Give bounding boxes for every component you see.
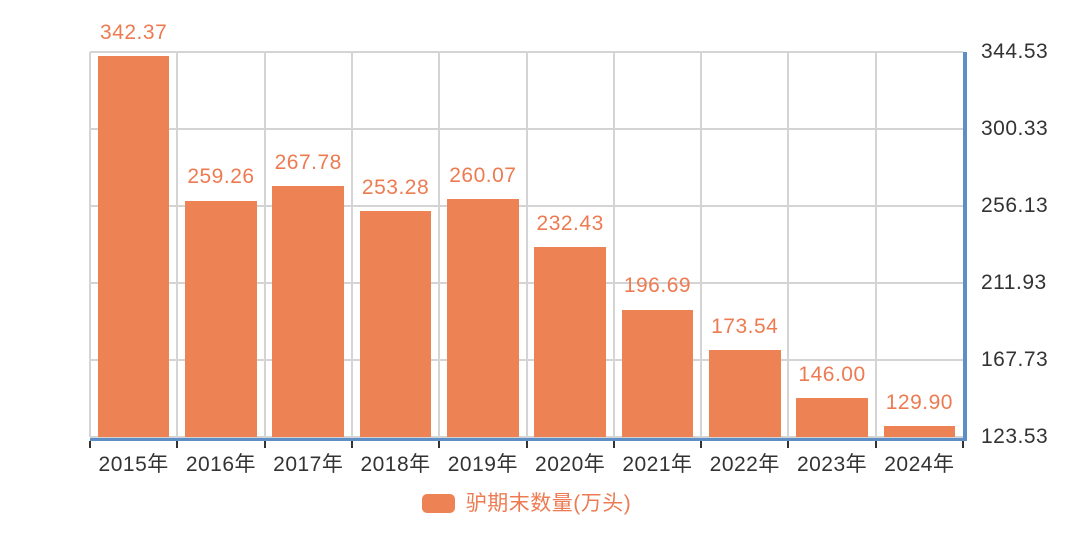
plot-area: 342.37 259.26 267.78 253.28 260.07 232.43 196.… <box>89 21 967 441</box>
v-gridline <box>350 52 353 437</box>
value-label-2022年: 173.54 <box>711 314 779 338</box>
h-gridline <box>90 436 963 438</box>
value-label-2015年: 342.37 <box>100 20 168 44</box>
x-axis-tick <box>700 441 703 448</box>
x-axis-labels: 2015年 2016年 2017年 2018年 2019年 2020年 2021年 2022年… <box>90 448 963 476</box>
x-axis-tick <box>874 441 877 448</box>
v-gridline <box>438 52 441 437</box>
v-gridline <box>89 52 91 437</box>
value-label-2017年: 267.78 <box>274 150 342 174</box>
bar-2017年[interactable] <box>272 185 345 437</box>
y-axis-label-300.33: 300.33 <box>981 117 1049 140</box>
value-label-2016年: 259.26 <box>187 165 255 189</box>
value-label-2023年: 146.00 <box>798 362 866 386</box>
x-axis-label-2018年: 2018年 <box>360 453 431 476</box>
bar-2021年[interactable] <box>621 309 694 437</box>
x-axis-tick <box>176 441 179 448</box>
y-axis-label-167.73: 167.73 <box>981 348 1049 371</box>
y-axis-label-211.93: 211.93 <box>981 271 1047 294</box>
x-axis-label-2024年: 2024年 <box>884 453 955 476</box>
y-axis-label-256.13: 256.13 <box>981 194 1049 217</box>
v-gridline <box>612 52 615 437</box>
value-label-2021年: 196.69 <box>623 274 692 298</box>
bar-2020年[interactable] <box>534 247 606 437</box>
y-axis-label-344.53: 344.53 <box>981 40 1049 63</box>
v-gridline <box>263 52 266 437</box>
v-gridline <box>525 52 528 437</box>
x-axis-ticks <box>89 441 964 449</box>
bar-2023年[interactable] <box>796 397 868 437</box>
value-label-2020年: 232.43 <box>536 212 604 236</box>
y-axis-labels: 344.53 300.33 256.13 211.93 167.73 123.53 <box>981 40 1076 448</box>
x-axis-tick <box>962 441 964 448</box>
v-gridline <box>787 52 790 437</box>
bar-2016年[interactable] <box>185 200 257 437</box>
x-axis-label-2022年: 2022年 <box>709 453 780 476</box>
bar-2022年[interactable] <box>708 349 781 437</box>
x-axis-tick <box>263 441 266 448</box>
x-axis-label-2015年: 2015年 <box>98 453 169 476</box>
v-gridline <box>874 52 877 437</box>
x-axis-label-2016年: 2016年 <box>185 453 257 476</box>
x-axis-label-2023年: 2023年 <box>796 453 868 476</box>
legend-swatch-icon <box>421 494 455 514</box>
v-gridline <box>700 52 703 437</box>
x-axis-label-2020年: 2020年 <box>535 453 606 476</box>
x-axis-tick <box>438 441 441 448</box>
value-label-2019年: 260.07 <box>449 164 517 188</box>
legend-item[interactable]: 驴期末数量(万头) <box>421 491 632 516</box>
bar-2018年[interactable] <box>359 210 432 437</box>
bar-2024年[interactable] <box>883 425 956 437</box>
bar-2019年[interactable] <box>447 199 519 437</box>
value-label-2018年: 253.28 <box>361 175 430 199</box>
x-axis-tick <box>787 441 790 448</box>
bar-2015年[interactable] <box>97 55 170 437</box>
x-axis-label-2019年: 2019年 <box>447 453 518 476</box>
x-axis-tick <box>89 441 91 448</box>
legend: 驴期末数量(万头) <box>90 491 963 516</box>
v-gridline <box>176 52 179 437</box>
value-label-2024年: 129.90 <box>885 390 953 414</box>
x-axis-label-2017年: 2017年 <box>273 453 344 476</box>
legend-label: 驴期末数量(万头) <box>465 492 632 515</box>
y-axis-label-123.53: 123.53 <box>981 425 1049 448</box>
x-axis-tick <box>525 441 528 448</box>
x-axis-label-2021年: 2021年 <box>622 453 693 476</box>
x-axis-tick <box>350 441 353 448</box>
x-axis-tick <box>612 441 615 448</box>
